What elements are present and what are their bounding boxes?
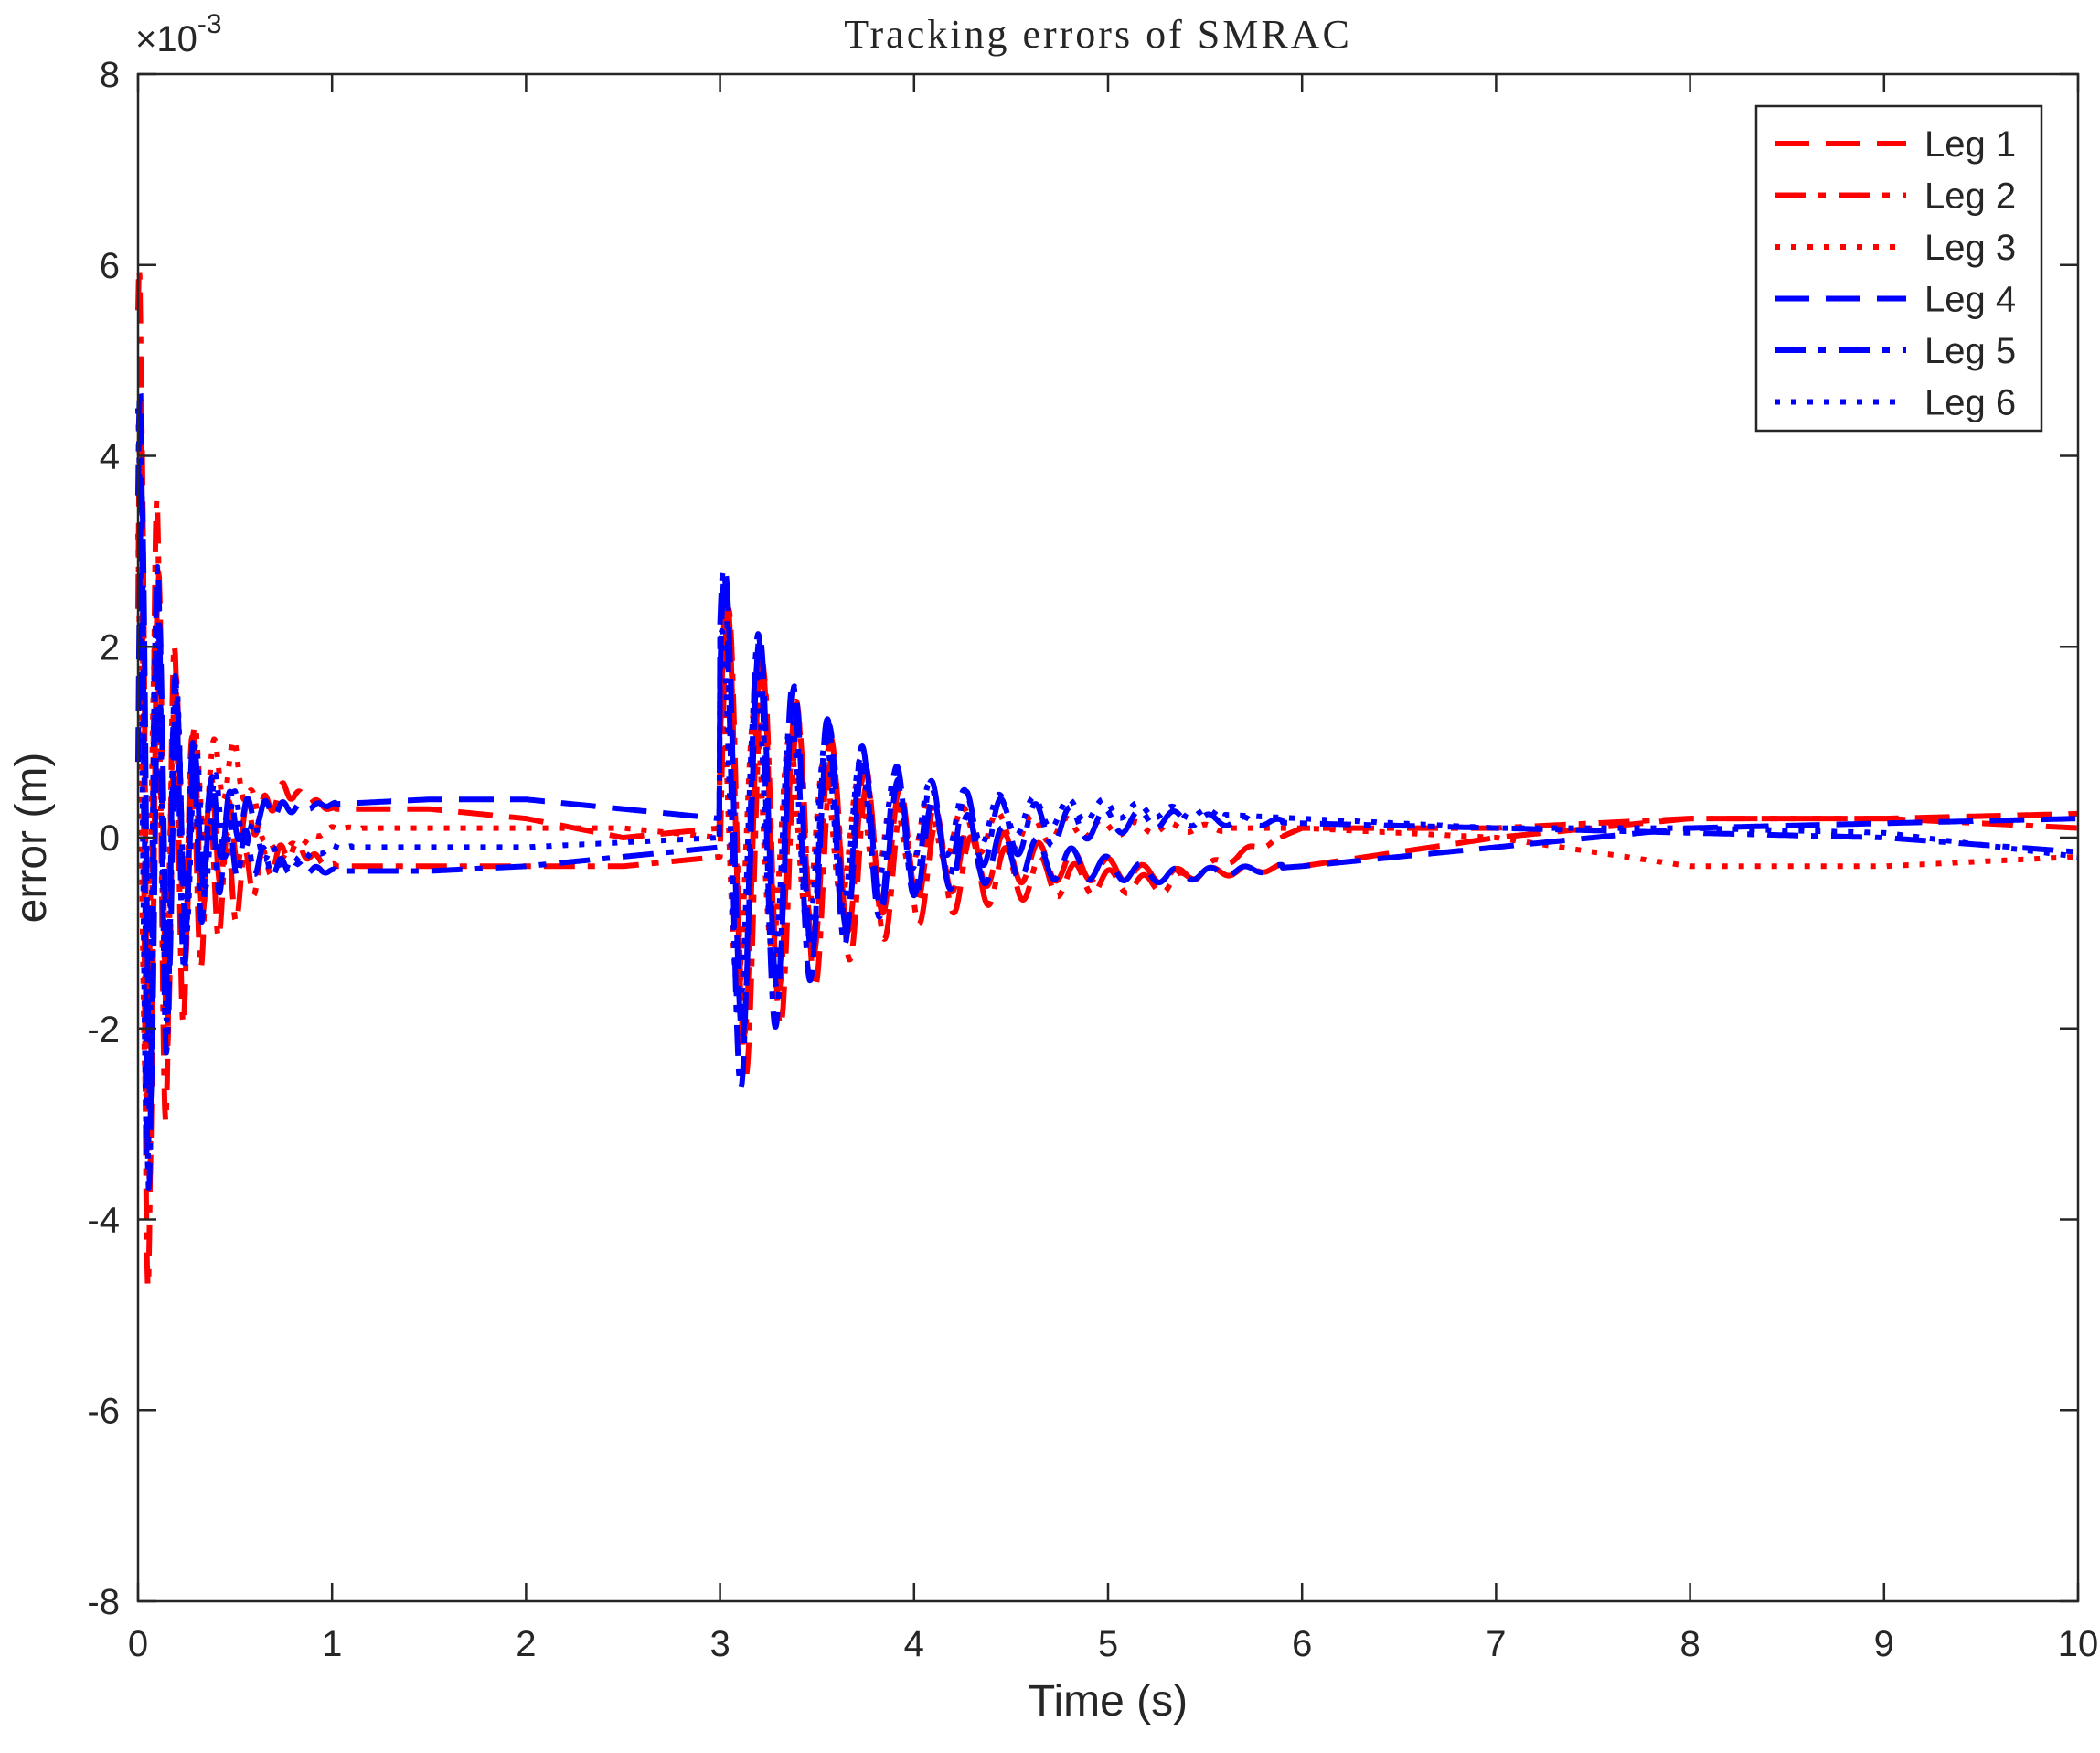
plot-lines <box>135 266 2081 1289</box>
y-tick-label: -8 <box>87 1582 120 1622</box>
legend: Leg 1 Leg 2 Leg 3 Leg 4 Leg 5 Leg 6 <box>1754 104 2043 433</box>
x-axis-label: Time (s) <box>1029 1677 1188 1726</box>
x-tick-label: 9 <box>1874 1624 1894 1664</box>
x-tick-label: 8 <box>1679 1624 1700 1664</box>
x-tick-label: 7 <box>1486 1624 1506 1664</box>
y-tick-label: -6 <box>87 1391 120 1431</box>
y-exponent-power: -3 <box>197 9 222 39</box>
y-tick-label: 6 <box>100 246 120 286</box>
y-tick-label: 2 <box>100 627 120 668</box>
legend-label-leg-2: Leg 2 <box>1924 176 2016 217</box>
y-exponent-label: ×10-3 <box>135 9 222 59</box>
legend-label-leg-1: Leg 1 <box>1924 124 2016 165</box>
series-line-leg-4 <box>135 494 2081 1104</box>
x-ticks: 0 1 2 3 4 5 6 7 8 9 10 <box>128 74 2098 1664</box>
legend-label-leg-6: Leg 6 <box>1924 383 2016 423</box>
x-tick-label: 6 <box>1292 1624 1312 1664</box>
y-ticks: -8 -6 -4 -2 0 2 4 6 8 <box>87 55 2078 1622</box>
series-line-leg-5 <box>135 388 2081 1192</box>
chart-title: Tracking errors of SMRAC <box>844 12 1352 57</box>
series-line-leg-2 <box>135 266 2081 1289</box>
legend-label-leg-4: Leg 4 <box>1924 280 2016 320</box>
y-tick-label: 4 <box>100 437 120 477</box>
legend-box <box>1754 104 2043 433</box>
x-tick-label: 1 <box>322 1624 342 1664</box>
x-tick-label: 4 <box>904 1624 924 1664</box>
y-tick-label: -4 <box>87 1201 120 1241</box>
legend-label-leg-5: Leg 5 <box>1924 331 2016 371</box>
series-line-leg-6 <box>135 408 2081 1165</box>
legend-label-leg-3: Leg 3 <box>1924 228 2016 268</box>
x-tick-label: 0 <box>128 1624 148 1664</box>
y-tick-label: 0 <box>100 818 120 859</box>
x-tick-label: 3 <box>709 1624 730 1664</box>
series-line-leg-3 <box>135 533 2081 1099</box>
x-tick-label: 5 <box>1098 1624 1118 1664</box>
y-exponent-base: ×10 <box>135 19 197 59</box>
y-tick-label: 8 <box>100 55 120 95</box>
x-tick-label: 10 <box>2058 1624 2099 1664</box>
y-tick-label: -2 <box>87 1010 120 1050</box>
y-axis-label: error (m) <box>7 753 56 924</box>
x-tick-label: 2 <box>516 1624 536 1664</box>
